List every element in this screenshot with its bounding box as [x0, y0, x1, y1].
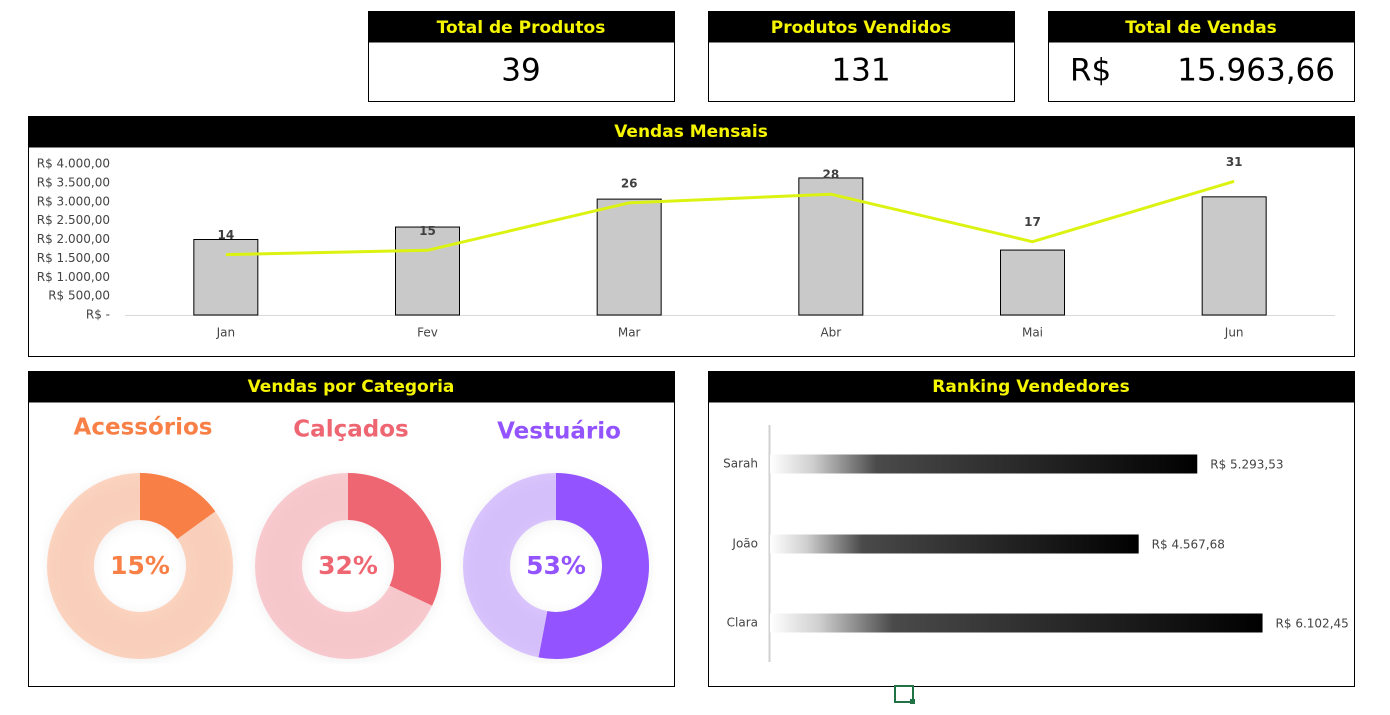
- bar: [770, 613, 1263, 633]
- line: [225, 179, 1235, 257]
- data-label: 28: [822, 168, 839, 182]
- x-tick-label: Abr: [820, 326, 841, 340]
- panel-header: [28, 116, 1355, 148]
- data-label: 31: [1226, 155, 1243, 169]
- card-header: [1048, 11, 1355, 43]
- donut-segment: [140, 473, 216, 539]
- category-title: Acessórios: [74, 415, 213, 441]
- bar: [770, 534, 1139, 554]
- bar: [770, 454, 1198, 474]
- kpi-title: Total de Vendas: [1125, 18, 1277, 38]
- x-tick-label: Jun: [1224, 326, 1244, 340]
- kpi-value: 15.963,66: [1177, 53, 1335, 89]
- donut-label: 15%: [110, 551, 170, 580]
- data-label: 26: [621, 176, 638, 190]
- bar: [596, 198, 662, 316]
- donut-label: 32%: [318, 551, 378, 580]
- card-header: [708, 11, 1015, 43]
- data-label: R$ 4.567,68: [1152, 538, 1225, 552]
- kpi-value: 39: [501, 53, 540, 89]
- donut-segment: [538, 473, 649, 659]
- y-tick-label: Clara: [727, 616, 758, 630]
- data-label: R$ 6.102,45: [1276, 617, 1349, 631]
- y-tick-label: R$ -: [86, 308, 110, 322]
- panel: [708, 371, 1355, 687]
- y-tick-label: R$ 2.500,00: [37, 213, 110, 227]
- cell-handle: [910, 699, 915, 704]
- y-tick-label: R$ 4.000,00: [37, 157, 110, 171]
- cell-cursor: [894, 685, 914, 703]
- kpi-card: Total de Vendas R$ 15.963,66: [1048, 11, 1355, 102]
- kpi-currency: R$: [1070, 53, 1111, 89]
- x-tick-label: Mar: [618, 326, 641, 340]
- kpi-value: 131: [831, 53, 890, 89]
- donut-label: 53%: [526, 551, 586, 580]
- data-label: 14: [217, 228, 234, 242]
- kpi-card: Total de Produtos 39: [368, 11, 675, 102]
- kpi-title: Produtos Vendidos: [771, 18, 951, 38]
- x-tick-label: Fev: [417, 326, 438, 340]
- data-label: R$ 5.293,53: [1210, 458, 1283, 472]
- y-tick-label: R$ 2.000,00: [37, 232, 110, 246]
- bar: [1201, 196, 1267, 316]
- kpi-title: Total de Produtos: [437, 18, 606, 38]
- category-title: Vestuário: [497, 419, 621, 445]
- card-header: [368, 11, 675, 43]
- y-tick-label: João: [731, 537, 758, 551]
- bar: [395, 226, 460, 316]
- y-tick-label: R$ 3.500,00: [37, 175, 110, 189]
- data-label: 17: [1024, 215, 1041, 229]
- panel: [28, 116, 1355, 357]
- category-title: Calçados: [293, 417, 408, 443]
- donut-segment: [348, 473, 441, 606]
- x-tick-label: Mai: [1022, 326, 1043, 340]
- bar: [193, 239, 259, 316]
- y-tick-label: R$ 3.000,00: [37, 194, 110, 208]
- kpi-card: Produtos Vendidos 131: [708, 11, 1015, 102]
- bar: [1000, 249, 1065, 316]
- x-tick-label: Jan: [216, 326, 236, 340]
- panel-header: [708, 371, 1355, 403]
- panel-header: [28, 371, 675, 403]
- data-label: 15: [419, 224, 436, 238]
- y-tick-label: Sarah: [723, 457, 758, 471]
- panel-title: Ranking Vendedores: [932, 377, 1129, 397]
- y-tick-label: R$ 1.000,00: [37, 270, 110, 284]
- panel-title: Vendas por Categoria: [248, 377, 455, 397]
- y-tick-label: R$ 1.500,00: [37, 251, 110, 265]
- y-tick-label: R$ 500,00: [48, 289, 110, 303]
- panel-title: Vendas Mensais: [614, 122, 768, 142]
- bar: [798, 177, 864, 316]
